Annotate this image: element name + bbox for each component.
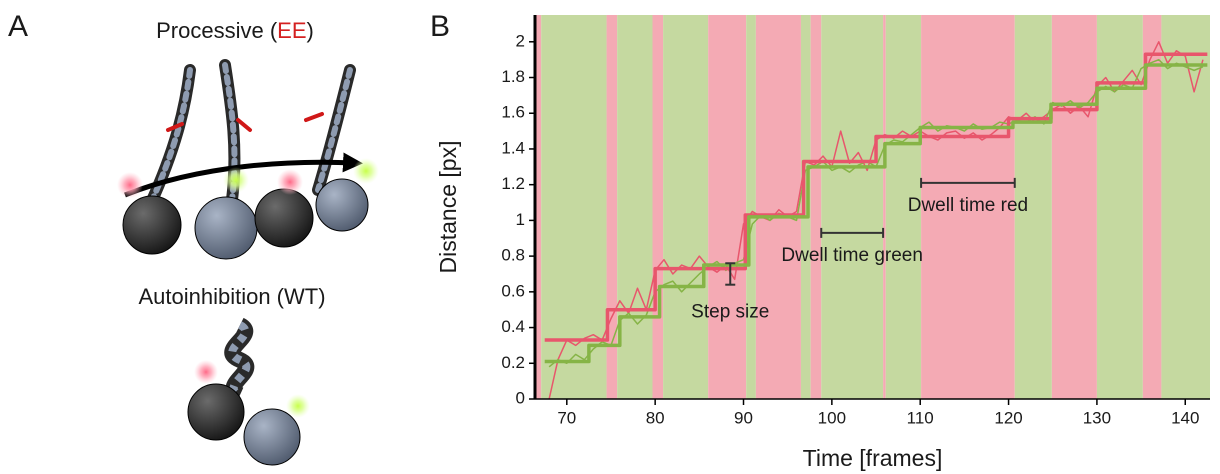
panel-label: A bbox=[8, 10, 28, 43]
x-tick-label: 130 bbox=[1083, 408, 1111, 427]
helix-stripe bbox=[315, 67, 353, 193]
title-highlight: EE bbox=[277, 18, 306, 43]
state-band bbox=[746, 15, 756, 399]
y-tick-label: 1 bbox=[516, 210, 525, 229]
y-tick-label: 1.2 bbox=[501, 174, 525, 193]
state-band bbox=[617, 15, 653, 399]
y-tick-label: 2 bbox=[516, 31, 525, 50]
annotation: Step size bbox=[691, 302, 769, 323]
x-tick-label: 140 bbox=[1171, 408, 1199, 427]
annotation: Dwell time red bbox=[908, 195, 1028, 216]
glow-green bbox=[286, 394, 310, 418]
state-band bbox=[541, 15, 607, 399]
head-dark bbox=[254, 188, 314, 248]
arrow bbox=[124, 152, 363, 198]
x-tick-label: 120 bbox=[994, 408, 1022, 427]
y-axis-label: Distance [px] bbox=[435, 141, 461, 274]
marker-red bbox=[236, 118, 252, 132]
head-grey bbox=[243, 408, 301, 466]
state-band bbox=[663, 15, 709, 399]
state-band bbox=[921, 15, 1015, 399]
panel-label: B bbox=[430, 10, 450, 43]
helix-stripe bbox=[147, 67, 193, 208]
y-tick-label: 0.4 bbox=[501, 317, 525, 336]
x-tick-label: 110 bbox=[907, 408, 934, 427]
state-band bbox=[1161, 15, 1210, 399]
x-tick-label: 100 bbox=[818, 408, 846, 427]
y-tick-label: 0.2 bbox=[501, 353, 525, 372]
y-tick-label: 1.6 bbox=[501, 103, 525, 122]
head-grey bbox=[315, 178, 369, 232]
state-band bbox=[1014, 15, 1052, 399]
trace bbox=[544, 63, 1208, 364]
state-band bbox=[535, 15, 542, 399]
state-band bbox=[755, 15, 801, 399]
state-band bbox=[821, 15, 884, 399]
state-band bbox=[800, 15, 811, 399]
glow-red bbox=[277, 169, 303, 195]
state-band bbox=[652, 15, 664, 399]
y-tick-label: 0.6 bbox=[501, 281, 525, 300]
y-tick-label: 0.8 bbox=[501, 246, 525, 265]
panel-subtitle: Autoinhibition (WT) bbox=[138, 284, 325, 309]
title-text: Processive ( bbox=[156, 18, 278, 43]
y-tick-label: 1.8 bbox=[501, 67, 525, 86]
x-tick-label: 80 bbox=[646, 408, 665, 427]
state-band bbox=[883, 15, 886, 399]
head-grey bbox=[194, 196, 258, 260]
helices bbox=[144, 59, 356, 211]
state-band bbox=[708, 15, 747, 399]
state-band bbox=[606, 15, 618, 399]
head-dark bbox=[187, 383, 245, 441]
coil-stripe bbox=[228, 321, 251, 399]
y-tick-label: 0 bbox=[516, 388, 525, 407]
state-band bbox=[810, 15, 822, 399]
state-band bbox=[1096, 15, 1143, 399]
x-axis-label: Time [frames] bbox=[803, 445, 943, 471]
head-dark bbox=[122, 195, 182, 255]
state-band bbox=[1142, 15, 1162, 399]
panel-b: B 0 0.2 0.4 0.6 0.8 1 1.2 1.4 1.6 1.8 2 70 80 90 100 110… bbox=[430, 10, 1210, 471]
glow-green bbox=[353, 158, 379, 184]
panel-title: Processive (EE) bbox=[156, 18, 314, 43]
y-tick-label: 1.4 bbox=[501, 138, 525, 157]
glow-red bbox=[117, 172, 143, 198]
annotation: Dwell time green bbox=[781, 245, 923, 266]
marker-red bbox=[166, 122, 184, 132]
panel-a: A Processive (EE) Autoinhibition (WT) bbox=[8, 10, 379, 466]
title-text: ) bbox=[307, 18, 314, 43]
state-band bbox=[1051, 15, 1097, 399]
x-tick-label: 90 bbox=[734, 408, 753, 427]
glow-red bbox=[194, 360, 218, 384]
x-tick-label: 70 bbox=[557, 408, 576, 427]
marker-red bbox=[304, 112, 324, 122]
state-band bbox=[885, 15, 922, 399]
glow-green bbox=[223, 167, 249, 193]
